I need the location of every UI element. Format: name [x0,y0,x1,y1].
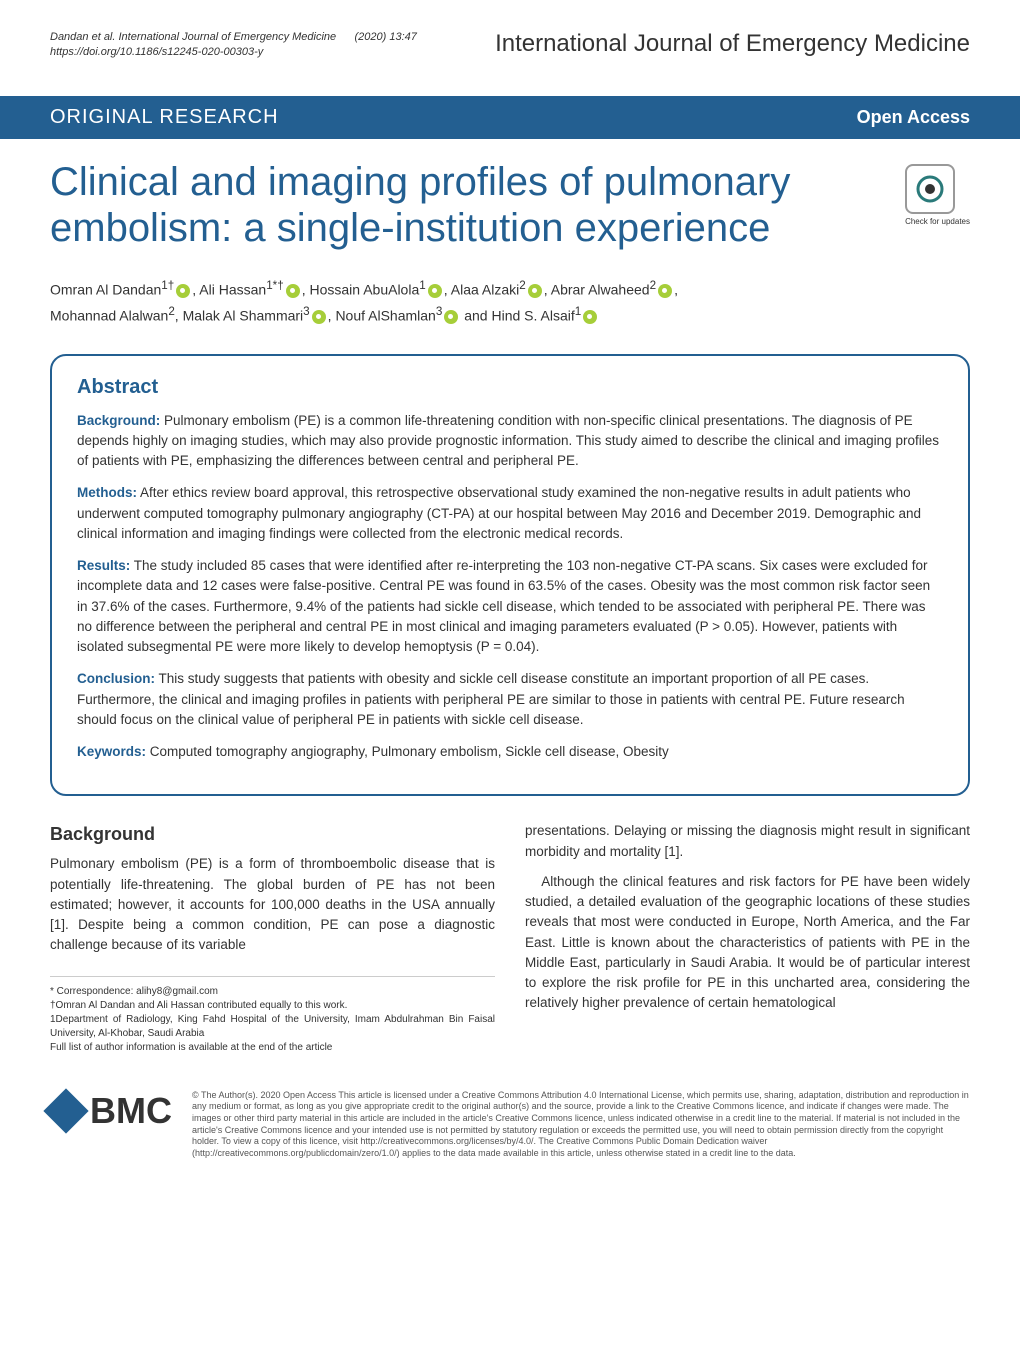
abstract-background-label: Background: [77,413,160,428]
bmc-text: BMC [90,1090,172,1132]
orcid-icon[interactable] [583,310,597,324]
right-paragraph-2: Although the clinical features and risk … [525,872,970,1014]
contribution-note: †Omran Al Dandan and Ali Hassan contribu… [50,999,495,1013]
author-2: Ali Hassan [199,281,266,297]
orcid-icon[interactable] [428,284,442,298]
orcid-icon[interactable] [528,284,542,298]
orcid-icon[interactable] [286,284,300,298]
journal-title: International Journal of Emergency Medic… [495,30,970,59]
author-7-sup: 3 [303,305,309,318]
full-author-info-note: Full list of author information is avail… [50,1041,495,1055]
open-access-label: Open Access [857,107,970,128]
author-1-sup: 1† [161,279,174,292]
abstract-keywords-text: Computed tomography angiography, Pulmona… [146,744,669,759]
orcid-icon[interactable] [176,284,190,298]
orcid-icon[interactable] [658,284,672,298]
abstract-conclusion: Conclusion: This study suggests that pat… [77,669,943,730]
left-paragraph-1: Pulmonary embolism (PE) is a form of thr… [50,854,495,955]
author-3: Hossain AbuAlola [310,281,420,297]
right-paragraph-1: presentations. Delaying or missing the d… [525,821,970,862]
author-9-sup: 1 [575,305,581,318]
orcid-icon[interactable] [312,310,326,324]
check-updates-icon [905,164,955,214]
author-6-sup: 2 [168,305,174,318]
author-7: Malak Al Shammari [183,308,304,324]
author-2-sup: 1*† [266,279,284,292]
author-6: Mohannad Alalwan [50,308,168,324]
right-column: presentations. Delaying or missing the d… [525,821,970,1054]
correspondence-email: * Correspondence: alihy8@gmail.com [50,985,495,999]
correspondence-block: * Correspondence: alihy8@gmail.com †Omra… [50,976,495,1055]
abstract-background: Background: Pulmonary embolism (PE) is a… [77,411,943,472]
orcid-icon[interactable] [444,310,458,324]
abstract-methods: Methods: After ethics review board appro… [77,483,943,544]
bmc-square-icon [43,1088,88,1133]
abstract-methods-label: Methods: [77,485,137,500]
author-9: Hind S. Alsaif [491,308,574,324]
author-5-sup: 2 [650,279,656,292]
author-8: Nouf AlShamlan [335,308,435,324]
author-5: Abrar Alwaheed [551,281,650,297]
author-3-sup: 1 [419,279,425,292]
author-8-sup: 3 [436,305,442,318]
license-text: © The Author(s). 2020 Open Access This a… [192,1090,970,1160]
abstract-conclusion-label: Conclusion: [77,671,155,686]
abstract-box: Abstract Background: Pulmonary embolism … [50,354,970,797]
abstract-methods-text: After ethics review board approval, this… [77,485,921,541]
abstract-keywords-label: Keywords: [77,744,146,759]
left-column: Background Pulmonary embolism (PE) is a … [50,821,495,1054]
article-title: Clinical and imaging profiles of pulmona… [50,159,832,251]
abstract-results-text: The study included 85 cases that were id… [77,558,930,654]
article-type-label: ORIGINAL RESEARCH [50,106,279,129]
abstract-keywords: Keywords: Computed tomography angiograph… [77,742,943,762]
author-4: Alaa Alzaki [451,281,519,297]
background-heading: Background [50,821,495,848]
header-row: Dandan et al. International Journal of E… [0,0,1020,71]
citation-block: Dandan et al. International Journal of E… [50,30,417,61]
citation-authors: Dandan et al. International Journal of E… [50,31,336,43]
check-updates-badge[interactable]: Check for updates [905,164,970,226]
affiliation-1: 1Department of Radiology, King Fahd Hosp… [50,1013,495,1041]
author-1: Omran Al Dandan [50,281,161,297]
abstract-results-label: Results: [77,558,130,573]
body-columns: Background Pulmonary embolism (PE) is a … [0,821,1020,1074]
doi-url: https://doi.org/10.1186/s12245-020-00303… [50,46,263,58]
bmc-logo: BMC [50,1090,172,1132]
abstract-heading: Abstract [77,376,943,399]
check-updates-text: Check for updates [905,217,970,226]
article-type-bar: ORIGINAL RESEARCH Open Access [0,96,1020,139]
authors-list: Omran Al Dandan1†, Ali Hassan1*†, Hossai… [0,261,1020,354]
footer: BMC © The Author(s). 2020 Open Access Th… [0,1075,1020,1190]
abstract-results: Results: The study included 85 cases tha… [77,556,943,657]
abstract-background-text: Pulmonary embolism (PE) is a common life… [77,413,939,469]
abstract-conclusion-text: This study suggests that patients with o… [77,671,905,727]
author-4-sup: 2 [519,279,525,292]
citation-year-vol: (2020) 13:47 [355,31,417,43]
title-section: Clinical and imaging profiles of pulmona… [0,139,1020,261]
